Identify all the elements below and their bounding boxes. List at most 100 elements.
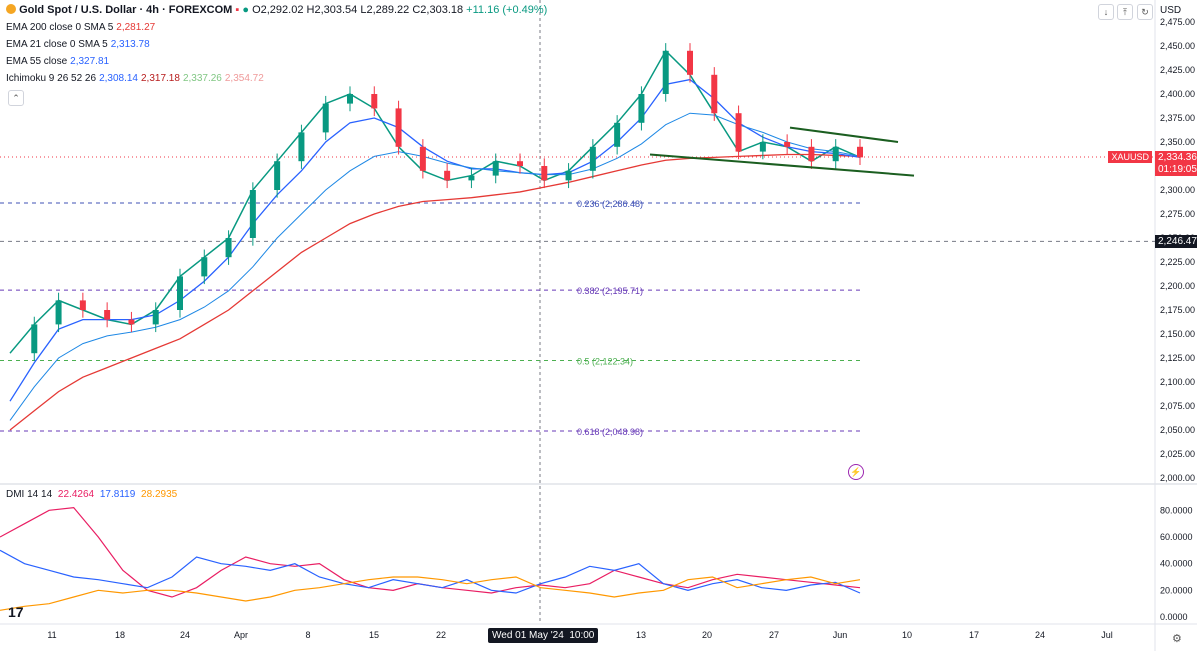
currency-label[interactable]: USD [1160, 5, 1182, 16]
lightning-icon[interactable]: ⚡ [848, 464, 864, 480]
series-line-0 [9, 49, 861, 354]
fib-level-label: 0.382 (2,195.71) [577, 286, 643, 296]
candle-body [152, 310, 159, 325]
candle-body [662, 50, 669, 94]
legend-label: Ichimoku 9 26 52 26 [6, 73, 97, 84]
y-tick-label: 2,100.00 [1160, 377, 1195, 387]
candle-body [201, 257, 208, 277]
x-tick-label: 22 [436, 630, 446, 640]
symbol-title[interactable]: Gold Spot / U.S. Dollar · 4h · FOREXCOM [19, 4, 233, 16]
indicator-legend-2[interactable]: EMA 55 close 2,327.81 [6, 56, 112, 67]
close-value: C2,303.18 [412, 4, 464, 16]
collapse-icon[interactable]: ⤒ [1117, 4, 1133, 20]
change-value: +11.16 (+0.49%) [466, 4, 548, 16]
open-value: O2,292.02 [252, 4, 304, 16]
fib-level-label: 0.236 (2,286.48) [577, 199, 643, 209]
candle-body [784, 142, 791, 147]
candle-body [274, 161, 281, 190]
y-tick-label: 2,425.00 [1160, 65, 1195, 75]
x-tick-label: 27 [769, 630, 779, 640]
legend-value: 2,313.78 [110, 39, 150, 50]
settings-gear-icon[interactable]: ⚙ [1172, 633, 1182, 645]
legend-label: EMA 21 close 0 SMA 5 [6, 39, 108, 50]
arrow-down-icon[interactable]: ↓ [1098, 4, 1114, 20]
y-tick-label: 2,450.00 [1160, 41, 1195, 51]
x-tick-label: Apr [234, 630, 248, 640]
y-tick-label: 2,275.00 [1160, 209, 1195, 219]
legend-value: 2,337.26 [182, 73, 222, 84]
level-price-tag: 2,246.47 [1155, 235, 1197, 248]
candle-body [419, 146, 426, 171]
dmi-series-line-1 [0, 549, 861, 594]
chevron-up-icon[interactable]: ⌃ [8, 90, 24, 106]
candle-body [347, 94, 353, 104]
x-tick-label: 20 [702, 630, 712, 640]
dmi-y-tick-label: 0.0000 [1160, 612, 1188, 622]
x-tick-label: 24 [180, 630, 190, 640]
dmi-y-tick-label: 60.0000 [1160, 532, 1193, 542]
fib-level-label: 0.5 (2,122.34) [577, 357, 633, 367]
series-line-3 [9, 112, 861, 421]
live-dot-icon: ● [242, 4, 253, 16]
xau-countdown-tag: 01:19:05 [1155, 163, 1197, 176]
candle-body [711, 74, 718, 114]
x-tick-label: Jul [1101, 630, 1113, 640]
high-value: H2,303.54 [306, 4, 358, 16]
refresh-icon[interactable]: ↻ [1137, 4, 1153, 20]
dmi-plus-value: 17.8119 [99, 489, 136, 500]
indicator-legend-0[interactable]: EMA 200 close 0 SMA 5 2,281.27 [6, 22, 158, 33]
candle-body [298, 132, 305, 162]
legend-value: 2,281.27 [116, 22, 156, 33]
x-tick-label: 8 [305, 630, 310, 640]
dmi-adx-value: 22.4264 [57, 489, 95, 500]
x-tick-label: 10 [902, 630, 912, 640]
candle-body [638, 94, 645, 123]
series-line-1 [9, 153, 861, 431]
indicator-legend-1[interactable]: EMA 21 close 0 SMA 5 2,313.78 [6, 39, 153, 50]
triangle-upper-trendline [789, 126, 899, 143]
candle-body [517, 161, 523, 166]
y-tick-label: 2,175.00 [1160, 305, 1195, 315]
legend-value: 2,354.72 [224, 73, 264, 84]
candle-body [541, 166, 548, 181]
y-tick-label: 2,200.00 [1160, 281, 1195, 291]
candle-body [565, 170, 572, 181]
candle-body [857, 146, 863, 158]
y-tick-label: 2,300.00 [1160, 185, 1195, 195]
candle-body [371, 94, 378, 109]
y-tick-label: 2,050.00 [1160, 425, 1195, 435]
y-tick-label: 2,375.00 [1160, 113, 1195, 123]
x-tick-label: 11 [47, 630, 56, 640]
legend-value: 2,308.14 [99, 73, 138, 84]
dmi-legend: DMI 14 14 22.4264 17.8119 28.2935 [6, 489, 180, 500]
y-tick-label: 2,000.00 [1160, 473, 1195, 483]
header-bar: Gold Spot / U.S. Dollar · 4h · FOREXCOM … [6, 4, 547, 16]
legend-label: EMA 55 close [6, 56, 68, 67]
candle-body [759, 142, 766, 152]
dmi-series-line-2 [0, 576, 861, 611]
y-tick-label: 2,475.00 [1160, 17, 1195, 27]
series-line-2 [9, 78, 861, 402]
dmi-y-tick-label: 20.0000 [1160, 585, 1193, 595]
dmi-y-tick-label: 40.0000 [1160, 559, 1193, 569]
candle-body [128, 319, 135, 325]
candle-body [31, 324, 38, 354]
candle-body [468, 175, 475, 181]
y-tick-label: 2,150.00 [1160, 329, 1195, 339]
gold-coin-icon [6, 4, 16, 14]
candle-body [225, 238, 232, 258]
legend-value: 2,317.18 [141, 73, 180, 84]
legend-value: 2,327.81 [70, 56, 110, 67]
indicator-legend-3[interactable]: Ichimoku 9 26 52 26 2,308.14 2,317.18 2,337… [6, 73, 267, 84]
dmi-series-line-0 [0, 507, 861, 598]
fib-level-label: 0.618 (2,048.98) [577, 427, 643, 437]
candle-body [492, 161, 499, 176]
dmi-y-tick-label: 80.0000 [1160, 505, 1193, 515]
candle-body [395, 108, 402, 147]
crosshair-time: 10:00 [569, 630, 595, 641]
candle-body [589, 146, 596, 171]
candle-body [104, 310, 111, 320]
x-tick-label: 24 [1035, 630, 1045, 640]
candle-body [735, 113, 742, 152]
